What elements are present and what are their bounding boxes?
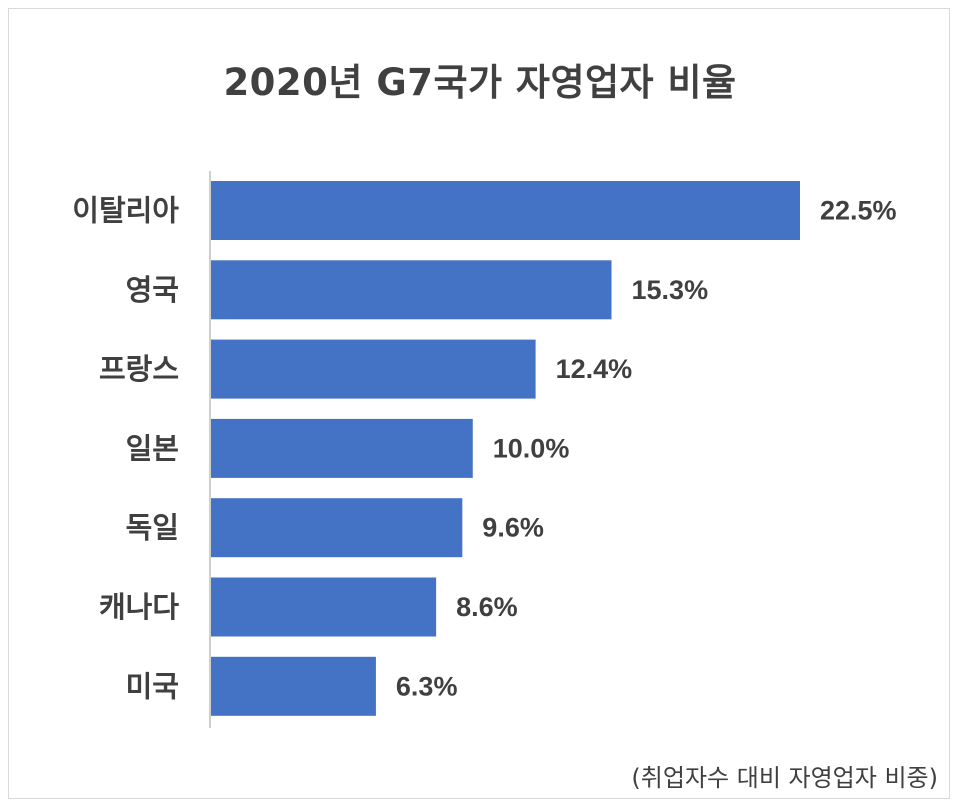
category-label-5: 캐나다 [99, 590, 179, 624]
data-label-6: 6.3% [396, 671, 458, 701]
chart-title: 2020년 G7국가 자영업자 비율 [223, 61, 737, 104]
category-label-4: 독일 [126, 511, 179, 545]
chart-footnote: (취업자수 대비 자영업자 비중) [631, 764, 938, 792]
data-label-0: 22.5% [820, 196, 897, 226]
bars-group: 이탈리아 22.5% 영국 15.3% 프랑스 12.4% 일본 10.0% 독일 9.6% 캐나다… [72, 181, 897, 716]
category-label-2: 프랑스 [99, 352, 179, 386]
bar-6 [211, 656, 376, 716]
category-label-1: 영국 [126, 273, 179, 307]
data-label-3: 10.0% [493, 433, 570, 463]
data-label-4: 9.6% [482, 513, 544, 543]
category-label-6: 미국 [126, 669, 179, 703]
bar-4 [211, 498, 463, 558]
bar-3 [211, 418, 473, 478]
bar-0 [211, 181, 800, 240]
bar-2 [211, 339, 536, 399]
bar-5 [211, 577, 437, 637]
bar-1 [211, 260, 612, 320]
category-label-0: 이탈리아 [72, 194, 179, 228]
data-label-1: 15.3% [632, 275, 709, 305]
chart-frame [8, 8, 950, 799]
category-label-3: 일본 [126, 431, 179, 465]
data-label-2: 12.4% [556, 354, 633, 384]
data-label-5: 8.6% [456, 592, 518, 622]
